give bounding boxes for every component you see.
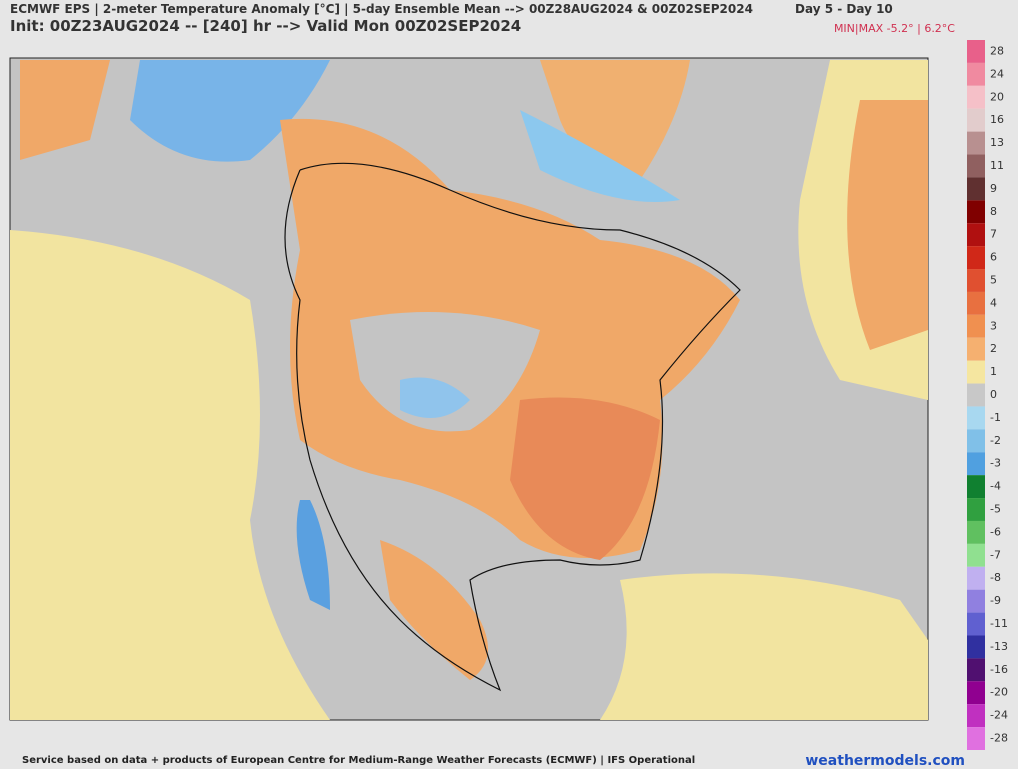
init-line: Init: 00Z23AUG2024 -- [240] hr --> Valid… [10, 17, 521, 35]
colorbar-swatch [967, 566, 985, 590]
colorbar-label: -13 [990, 640, 1008, 653]
map [9, 57, 929, 721]
colorbar-swatch [967, 337, 985, 361]
colorbar-swatch [967, 383, 985, 407]
title: ECMWF EPS | 2-meter Temperature Anomaly … [10, 2, 753, 16]
colorbar-swatch [967, 40, 985, 63]
site-link[interactable]: weathermodels.com [805, 753, 965, 769]
colorbar-label: -16 [990, 663, 1008, 676]
colorbar-swatch [967, 177, 985, 201]
colorbar-swatch [967, 429, 985, 453]
colorbar-swatch [967, 681, 985, 705]
colorbar-swatch [967, 658, 985, 682]
colorbar-swatch [967, 635, 985, 659]
colorbar-label: 0 [990, 388, 997, 401]
colorbar-swatch [967, 62, 985, 86]
day-range: Day 5 - Day 10 [795, 2, 893, 16]
colorbar-label: 11 [990, 159, 1004, 172]
colorbar-label: -3 [990, 457, 1001, 470]
colorbar-swatch [967, 246, 985, 270]
colorbar-swatch [967, 612, 985, 636]
colorbar-label: 20 [990, 90, 1004, 103]
colorbar-label: 28 [990, 44, 1004, 57]
colorbar-swatch [967, 543, 985, 567]
colorbar-label: 24 [990, 67, 1004, 80]
colorbar-label: 1 [990, 365, 997, 378]
colorbar-label: 6 [990, 251, 997, 264]
colorbar-swatch [967, 223, 985, 247]
colorbar-label: -24 [990, 709, 1008, 722]
colorbar-swatch [967, 452, 985, 476]
colorbar-label: 8 [990, 205, 997, 218]
colorbar-label: 9 [990, 182, 997, 195]
colorbar-swatch [967, 108, 985, 132]
colorbar-label: -5 [990, 503, 1001, 516]
colorbar-label: 2 [990, 342, 997, 355]
colorbar-label: -11 [990, 617, 1008, 630]
zone-cool [400, 377, 470, 418]
zone-warm [847, 100, 928, 350]
colorbar-swatch [967, 85, 985, 109]
zone-cool [130, 60, 330, 162]
colorbar-swatch [967, 154, 985, 178]
zone-hot [510, 397, 660, 560]
colorbar-label: -4 [990, 480, 1001, 493]
zone-neutral [350, 312, 540, 432]
colorbar-label: -7 [990, 548, 1001, 561]
colorbar-swatch [967, 727, 985, 750]
colorbar-swatch [967, 360, 985, 384]
colorbar-label: -6 [990, 525, 1001, 538]
colorbar: 28 24 20 16 13 11 9 8 7 6 5 4 3 2 1 0 -1 -2 -3 -4 -5 -6 -7 -8 -9… [967, 40, 1008, 750]
colorbar-label: -20 [990, 686, 1008, 699]
colorbar-swatch [967, 475, 985, 499]
colorbar-label: -9 [990, 594, 1001, 607]
colorbar-label: 3 [990, 319, 997, 332]
colorbar-swatch [967, 520, 985, 544]
colorbar-label: -1 [990, 411, 1001, 424]
zone-cool [520, 110, 680, 202]
colorbar-swatch [967, 200, 985, 224]
zone-warm [10, 230, 330, 720]
colorbar-swatch [967, 269, 985, 292]
colorbar-swatch [967, 314, 985, 338]
credit: Service based on data + products of Euro… [22, 755, 695, 766]
colorbar-label: 7 [990, 228, 997, 241]
coastline [284, 162, 741, 692]
colorbar-swatch [967, 291, 985, 315]
zone-warm [600, 573, 928, 720]
colorbar-label: -2 [990, 434, 1001, 447]
colorbar-swatch [967, 131, 985, 155]
colorbar-swatch [967, 704, 985, 728]
colorbar-swatch [967, 589, 985, 613]
colorbar-swatch [967, 406, 985, 430]
min-max: MIN|MAX -5.2° | 6.2°C [834, 22, 955, 35]
zone-warm [20, 60, 110, 160]
colorbar-label: 16 [990, 113, 1004, 126]
zone-warm [380, 540, 488, 680]
zone-warm [540, 60, 690, 180]
colorbar-swatch [967, 498, 985, 521]
colorbar-label: 5 [990, 273, 997, 286]
colorbar-label: -28 [990, 732, 1008, 745]
colorbar-label: -8 [990, 571, 1001, 584]
zone-cool [296, 500, 330, 610]
colorbar-label: 13 [990, 136, 1004, 149]
colorbar-label: 4 [990, 296, 997, 309]
